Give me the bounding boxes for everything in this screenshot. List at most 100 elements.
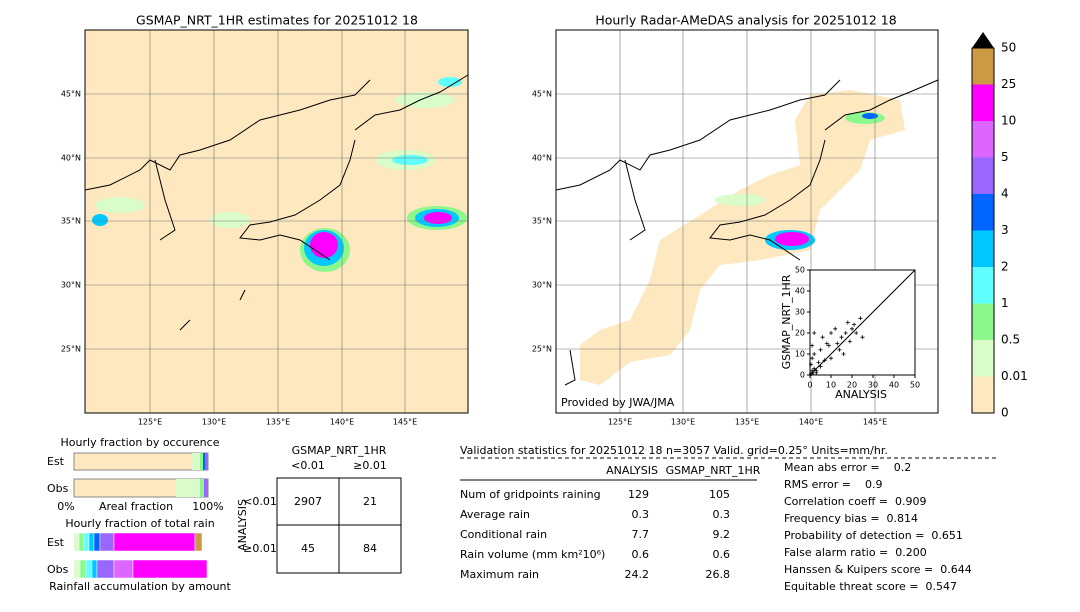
scatter-point [814,368,819,373]
score: RMS error = 0.9 [784,478,882,491]
lat-label: 40°N [532,154,552,163]
occurrence-bars [73,452,209,498]
obs-label: Obs [47,482,69,495]
colorbar-label: 3 [1001,223,1009,237]
cell: 84 [363,542,377,555]
colorbar-segment [972,121,994,158]
colorbar-label: 2 [1001,260,1009,274]
row-label: Num of gridpoints raining [460,488,601,501]
scatter-point [858,316,863,321]
row-value: 24.2 [625,568,650,581]
diagonal [809,269,916,376]
score: Mean abs error = 0.2 [784,461,911,474]
row-value: 0.3 [713,508,731,521]
lat-label: 30°N [532,281,552,290]
colorbar-segment [972,267,994,304]
axis-end: 100% [192,500,223,513]
occurrence-title: Hourly fraction by occurence [61,436,220,449]
lon-label: 125°E [138,418,162,427]
scatter-point [829,331,833,335]
row-value: 0.3 [632,508,650,521]
est-label: Est [47,536,65,549]
scatter-point [835,341,840,346]
scatter-point [824,341,829,346]
colorbar-segment [972,340,994,377]
score: Frequency bias = 0.814 [784,512,918,525]
row-value: 129 [628,488,649,501]
scatter-point [810,356,815,361]
scatter-point [809,371,814,376]
est-label: Est [47,455,65,468]
row-value: 0.6 [713,548,731,561]
scatter-point [826,343,831,348]
colorbar: 0 0.01 0.5 1 2 3 4 5 10 25 50 [971,32,1028,420]
scatter-point [860,335,865,340]
colorbar-segment [972,84,994,121]
credit: Provided by JWA/JMA [561,396,675,409]
axis-start: 0% [57,500,74,513]
scatter-point [829,356,833,361]
row-value: 9.2 [713,528,731,541]
lat-label: 25°N [61,345,81,354]
colorbar-segment [972,230,994,267]
x-tick-label: 10 [826,381,836,390]
scores: Mean abs error = 0.2 RMS error = 0.9 Corre… [784,461,972,593]
lon-label: 130°E [671,418,695,427]
lat-label: 40°N [61,154,81,163]
colorbar-label: 0.5 [1001,333,1020,347]
row-label: ≥0.01 [243,542,277,555]
y-tick-label: 50 [795,266,805,275]
row-title: ANALYSIS [236,499,249,551]
colorbar-segment [972,157,994,194]
scatter-point [820,335,825,340]
colorbar-segment [972,303,994,340]
lon-label: 140°E [799,418,823,427]
coastline [84,74,469,331]
y-tick-label: 0 [800,371,805,380]
colorbar-segment [972,48,994,85]
coastline [555,79,939,386]
scatter-point [839,335,844,340]
lon-label: 140°E [330,418,354,427]
row-label: Conditional rain [460,528,547,541]
total-title: Hourly fraction of total rain [65,517,214,530]
scatter-point [810,368,815,373]
row-value: 26.8 [706,568,731,581]
y-tick-label: 40 [795,287,805,296]
map-frame [84,29,469,414]
scatter-point [812,331,817,335]
scatter-point [852,322,857,327]
scatter-point [850,326,854,331]
validation-header: Validation statistics for 20251012 18 n=… [460,444,888,457]
row-label: Maximum rain [460,568,539,581]
scatter-point [845,320,850,325]
row-label: Average rain [460,508,530,521]
lat-label: 45°N [61,90,81,99]
score: Equitable threat score = 0.547 [784,580,957,593]
colorbar-label: 4 [1001,187,1009,201]
y-tick-label: 10 [795,350,805,359]
lon-label: 135°E [735,418,759,427]
scatter-point [841,352,846,356]
scatter-point [818,364,823,369]
left-map-title: GSMAP_NRT_1HR estimates for 20251012 18 [136,13,418,28]
map-frame [555,29,939,414]
row-label: Rain volume (mm km²10⁶) [460,548,605,561]
lat-label: 35°N [532,217,552,226]
scatter-point [812,352,817,356]
scatter-point [854,331,859,335]
colorbar-label: 5 [1001,150,1009,164]
scatter-point [816,360,821,365]
cell: 45 [301,542,315,555]
scatter-point [847,339,852,344]
x-tick-label: 20 [847,381,857,390]
contingency-grid [276,477,402,574]
colorbar-label: 1 [1001,296,1009,310]
radar-coverage [580,90,905,385]
total-bars [73,532,208,579]
colorbar-frame [971,47,995,414]
col-label: ≥0.01 [353,459,387,472]
colorbar-segment [972,376,994,413]
lon-label: 135°E [266,418,290,427]
